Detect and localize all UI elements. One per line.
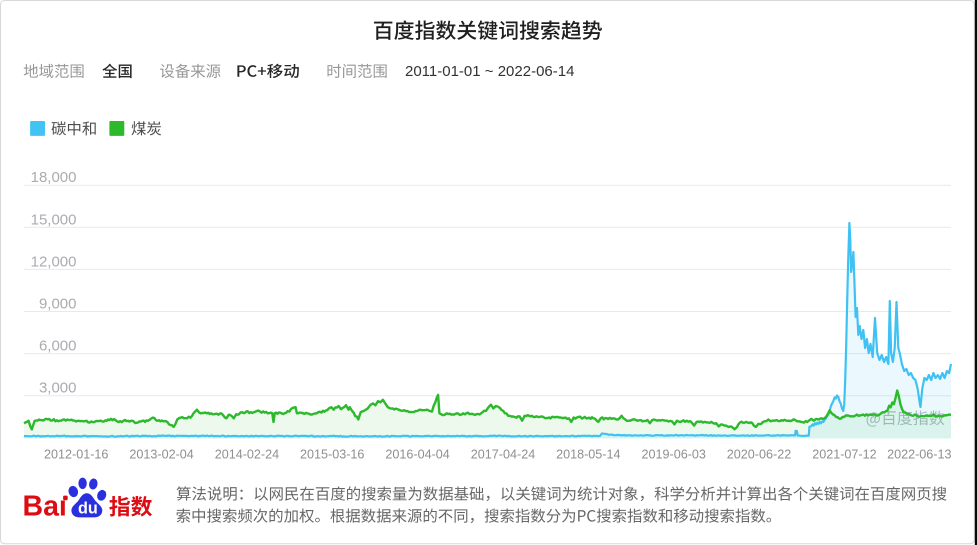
svg-text:3,000: 3,000 — [39, 380, 77, 397]
svg-text:12,000: 12,000 — [31, 253, 77, 270]
svg-text:2014-02-24: 2014-02-24 — [215, 448, 279, 462]
svg-text:18,000: 18,000 — [31, 169, 77, 186]
svg-text:2012-01-16: 2012-01-16 — [44, 448, 108, 462]
svg-text:2021-07-12: 2021-07-12 — [812, 448, 876, 462]
svg-text:2015-03-16: 2015-03-16 — [300, 448, 364, 462]
svg-text:15,000: 15,000 — [31, 211, 77, 228]
svg-text:2011-01-01 ~ 2022-06-14: 2011-01-01 ~ 2022-06-14 — [405, 63, 574, 80]
svg-text:2013-02-04: 2013-02-04 — [129, 448, 193, 462]
svg-text:9,000: 9,000 — [39, 296, 77, 313]
svg-text:du: du — [78, 499, 98, 517]
svg-text:2020-06-22: 2020-06-22 — [727, 448, 791, 462]
svg-text:2017-04-24: 2017-04-24 — [471, 448, 535, 462]
svg-text:2016-04-04: 2016-04-04 — [385, 448, 449, 462]
svg-text:2019-06-03: 2019-06-03 — [641, 448, 705, 462]
svg-text:6,000: 6,000 — [39, 338, 77, 355]
svg-text:2018-05-14: 2018-05-14 — [556, 448, 620, 462]
svg-text:2022-06-13: 2022-06-13 — [887, 448, 951, 462]
svg-text:Baı: Baı — [23, 491, 67, 523]
